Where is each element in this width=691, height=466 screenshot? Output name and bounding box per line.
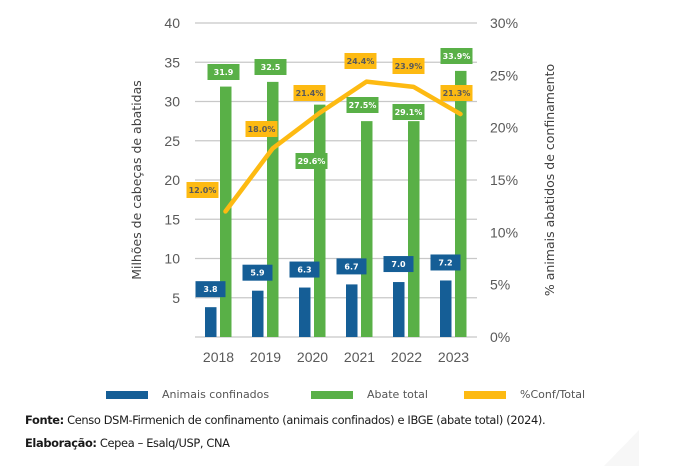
bar-abate-total <box>314 104 326 337</box>
data-label-abate-total-box <box>254 59 287 75</box>
bar-animais-confinados <box>440 280 452 337</box>
data-label-animais-confinados-box <box>430 254 461 271</box>
data-label-abate-total: 33.9% <box>443 52 471 61</box>
data-label-abate-total: 29.1% <box>395 108 423 117</box>
data-label-abate-total: 27.5% <box>349 101 377 110</box>
y-tick-label: 40 <box>164 15 180 31</box>
data-label-abate-total-box <box>295 153 328 169</box>
y-axis-title: Milhões de cabeças de abatidas <box>129 80 144 280</box>
decorative-corner-shape <box>604 430 639 466</box>
combo-chart: 5 10 15 20 25 30 35 40 0% 5% 10% 15% 20% 25% 30% 2018 20… <box>129 15 557 365</box>
y-tick-label: 35 <box>164 54 180 70</box>
data-label-conf-total-box <box>293 85 326 101</box>
data-label-conf-total: 21.3% <box>443 89 471 98</box>
data-label-conf-total-box <box>344 53 377 69</box>
bar-animais-confinados <box>252 290 264 337</box>
bar-abate-total <box>455 70 467 337</box>
data-label-abate-total-box <box>392 104 425 120</box>
data-label-conf-total: 18.0% <box>248 125 276 134</box>
x-tick-label: 2020 <box>297 349 328 365</box>
source-text: Censo DSM-Firmenich de confinamento (ani… <box>63 413 546 427</box>
y-tick-label: 30 <box>164 94 180 110</box>
legend-label: Animais confinados <box>162 388 270 401</box>
legend: Animais confinados Abate total %Conf/Tot… <box>0 388 691 406</box>
data-label-animais-confinados: 7.0 <box>391 260 406 269</box>
bar-animais-confinados <box>393 282 405 337</box>
bar-animais-confinados <box>346 284 358 337</box>
data-label-animais-confinados-box <box>289 261 320 278</box>
legend-swatch-conf-total <box>464 390 506 399</box>
y2-tick-label: 15% <box>490 172 518 188</box>
x-tick-label: 2018 <box>203 349 234 365</box>
legend-label: Abate total <box>367 388 428 401</box>
elaboration-line: Elaboração: Cepea – Esalq/USP, CNA <box>25 432 545 455</box>
data-label-animais-confinados: 7.2 <box>438 258 452 267</box>
y2-axis-title: % animais abatidos de confinamento <box>542 64 557 296</box>
y2-tick-label: 5% <box>490 277 510 293</box>
data-label-conf-total-box <box>440 85 473 101</box>
legend-item-conf-total: %Conf/Total <box>464 388 585 401</box>
legend-item-animais-confinados: Animais confinados <box>106 388 269 401</box>
source-line: Fonte: Censo DSM-Firmenich de confinamen… <box>25 409 546 432</box>
data-label-animais-confinados: 6.3 <box>297 266 311 275</box>
data-label-abate-total-box <box>207 64 240 80</box>
legend-swatch-abate-total <box>311 390 353 399</box>
legend-label: %Conf/Total <box>520 388 586 401</box>
y-tick-label: 25 <box>164 133 180 149</box>
elaboration-label: Elaboração: <box>25 436 97 450</box>
data-label-abate-total: 31.9 <box>214 68 234 77</box>
x-tick-label: 2023 <box>438 349 469 365</box>
source-label: Fonte: <box>25 413 64 427</box>
data-label-abate-total-box <box>346 97 379 113</box>
data-label-animais-confinados: 3.8 <box>203 285 218 294</box>
y2-tick-label: 20% <box>490 120 518 136</box>
bar-animais-confinados <box>299 287 311 337</box>
y-tick-label: 15 <box>164 211 180 227</box>
x-tick-label: 2022 <box>391 349 422 365</box>
data-label-animais-confinados-box <box>195 281 226 298</box>
source-notes: Fonte: Censo DSM-Firmenich de confinamen… <box>25 409 546 455</box>
y2-tick-label: 30% <box>490 15 518 31</box>
y-tick-label: 5 <box>172 290 180 306</box>
data-label-animais-confinados-box <box>336 258 367 275</box>
legend-swatch-animais-confinados <box>106 390 148 399</box>
legend-item-abate-total: Abate total <box>311 388 428 401</box>
data-label-conf-total-box <box>245 121 278 137</box>
data-label-animais-confinados: 6.7 <box>344 262 358 271</box>
data-label-conf-total: 12.0% <box>189 186 217 195</box>
data-label-animais-confinados-box <box>242 264 273 281</box>
x-tick-label: 2019 <box>250 349 281 365</box>
data-label-conf-total: 24.4% <box>347 57 375 66</box>
y2-tick-label: 0% <box>490 329 510 345</box>
line-conf-total <box>223 79 463 214</box>
bar-abate-total <box>267 81 279 337</box>
data-label-conf-total-box <box>186 182 219 198</box>
y2-tick-label: 10% <box>490 224 518 240</box>
data-label-abate-total: 32.5 <box>261 63 281 72</box>
y-tick-label: 10 <box>164 251 180 267</box>
x-tick-label: 2021 <box>344 349 375 365</box>
data-label-abate-total-box <box>440 48 473 64</box>
y-tick-label: 20 <box>164 172 180 188</box>
bar-abate-total <box>361 121 373 337</box>
data-label-abate-total: 29.6% <box>298 157 326 166</box>
data-label-conf-total: 23.9% <box>395 62 423 71</box>
data-label-conf-total: 21.4% <box>296 89 324 98</box>
data-label-conf-total-box <box>392 58 425 74</box>
bar-abate-total <box>408 121 420 337</box>
data-label-animais-confinados: 5.9 <box>250 269 265 278</box>
data-label-animais-confinados-box <box>383 256 414 273</box>
bar-animais-confinados <box>205 307 217 337</box>
y2-tick-label: 25% <box>490 67 518 83</box>
elaboration-text: Cepea – Esalq/USP, CNA <box>96 436 230 450</box>
